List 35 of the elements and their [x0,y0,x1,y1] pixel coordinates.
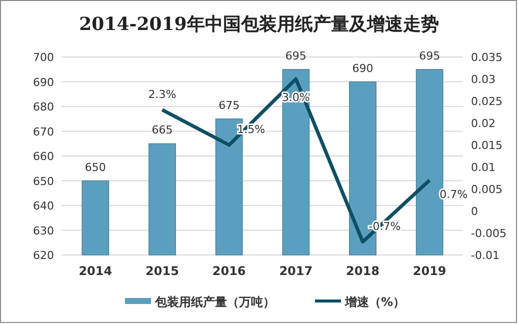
y2-tick-label: -0.01 [471,249,500,262]
legend-label: 包装用纸产量（万吨） [154,295,275,309]
y2-tick-label: 0.015 [471,139,502,152]
data-label: 665 [152,124,173,137]
x-tick-label: 2014 [78,264,112,278]
y2-tick-label: 0.035 [471,51,502,64]
y-tick-label: 680 [33,100,54,114]
x-tick-label: 2018 [346,264,380,278]
y-tick-label: 640 [33,200,54,212]
y2-tick-label: 0.02 [471,117,496,130]
y-tick-label: 670 [33,125,54,138]
data-label: 650 [84,160,106,174]
y-tick-label: 700 [33,51,54,64]
chart-title: 2014-2019年中国包装用纸产量及增速走势 [79,14,439,35]
y-tick-label: 660 [33,150,54,163]
y2-tick-label: 0.03 [471,73,496,86]
data-label: 690 [352,62,374,75]
y2-tick-label: 0.01 [471,161,496,174]
y-tick-label: 690 [33,76,54,89]
data-label: 695 [419,49,440,62]
x-tick-label: 2015 [146,264,179,278]
data-label: 2.3% [148,88,176,101]
x-tick-label: 2019 [412,264,446,278]
legend-label: 增速（%） [344,295,406,309]
y-tick-label: 630 [33,224,54,238]
y2-tick-label: -0.005 [471,227,506,240]
data-label: 695 [285,49,306,62]
data-label: 675 [218,98,240,112]
y2-tick-label: 0.025 [471,95,502,108]
y-tick-label: 620 [33,249,54,262]
y2-tick-label: 0 [471,205,478,218]
y2-tick-label: 0.005 [471,183,502,196]
x-tick-label: 2016 [212,264,246,278]
x-tick-label: 2017 [279,264,313,278]
y-tick-label: 650 [33,174,54,188]
